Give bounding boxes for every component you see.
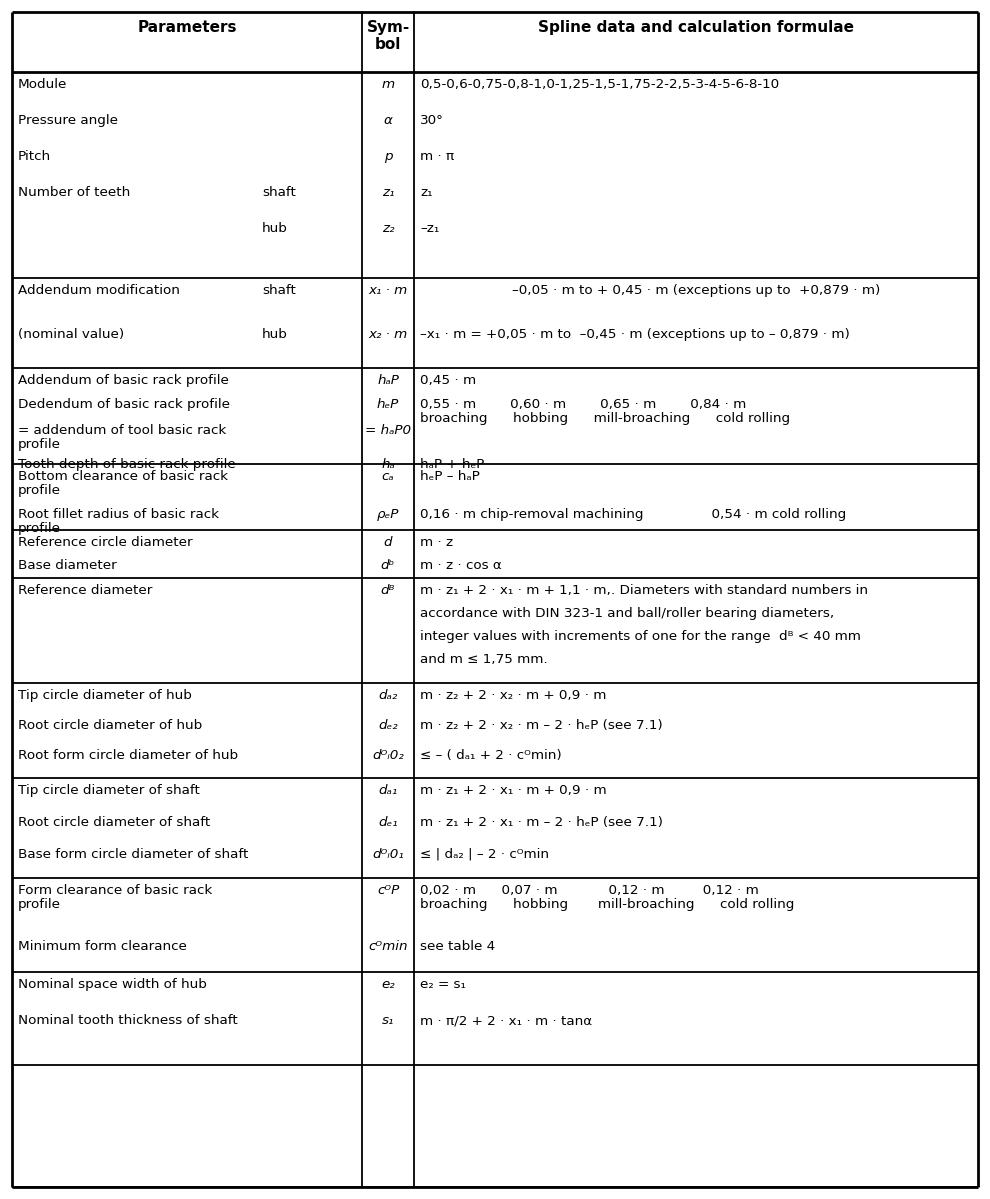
Text: z₁: z₁ bbox=[382, 186, 394, 199]
Text: e₂ = s₁: e₂ = s₁ bbox=[420, 978, 466, 992]
Text: Tip circle diameter of shaft: Tip circle diameter of shaft bbox=[18, 784, 200, 797]
Text: dᴼᵢ0₁: dᴼᵢ0₁ bbox=[372, 848, 404, 861]
Text: Parameters: Parameters bbox=[138, 20, 237, 35]
Text: hₐ: hₐ bbox=[381, 458, 395, 471]
Text: cᴼmin: cᴼmin bbox=[368, 940, 408, 953]
Text: m · π/2 + 2 · x₁ · m · tanα: m · π/2 + 2 · x₁ · m · tanα bbox=[420, 1014, 592, 1028]
Text: m · z₁ + 2 · x₁ · m + 1,1 · m,. Diameters with standard numbers in: m · z₁ + 2 · x₁ · m + 1,1 · m,. Diameter… bbox=[420, 584, 868, 597]
Text: (nominal value): (nominal value) bbox=[18, 329, 125, 341]
Text: Tip circle diameter of hub: Tip circle diameter of hub bbox=[18, 689, 192, 701]
Text: 0,45 · m: 0,45 · m bbox=[420, 374, 476, 387]
Text: dᴼᵢ0₂: dᴼᵢ0₂ bbox=[372, 749, 404, 763]
Text: hₑP – hₐP: hₑP – hₐP bbox=[420, 470, 480, 483]
Text: m · π: m · π bbox=[420, 150, 454, 163]
Text: z₂: z₂ bbox=[382, 222, 394, 235]
Text: shaft: shaft bbox=[262, 186, 296, 199]
Text: 0,16 · m chip-removal machining                0,54 · m cold rolling: 0,16 · m chip-removal machining 0,54 · m… bbox=[420, 508, 846, 522]
Text: 0,02 · m      0,07 · m            0,12 · m         0,12 · m: 0,02 · m 0,07 · m 0,12 · m 0,12 · m bbox=[420, 884, 758, 897]
Text: Addendum modification: Addendum modification bbox=[18, 284, 180, 297]
Text: α: α bbox=[383, 114, 392, 127]
Text: see table 4: see table 4 bbox=[420, 940, 495, 953]
Text: Module: Module bbox=[18, 78, 67, 91]
Text: ≤ | dₐ₂ | – 2 · cᴼmin: ≤ | dₐ₂ | – 2 · cᴼmin bbox=[420, 848, 549, 861]
Text: e₂: e₂ bbox=[381, 978, 395, 992]
Text: 0,5-0,6-0,75-0,8-1,0-1,25-1,5-1,75-2-2,5-3-4-5-6-8-10: 0,5-0,6-0,75-0,8-1,0-1,25-1,5-1,75-2-2,5… bbox=[420, 78, 779, 91]
Text: Nominal tooth thickness of shaft: Nominal tooth thickness of shaft bbox=[18, 1014, 238, 1028]
Text: integer values with increments of one for the range  dᴮ < 40 mm: integer values with increments of one fo… bbox=[420, 629, 861, 643]
Text: m · z₂ + 2 · x₂ · m + 0,9 · m: m · z₂ + 2 · x₂ · m + 0,9 · m bbox=[420, 689, 606, 701]
Text: Base form circle diameter of shaft: Base form circle diameter of shaft bbox=[18, 848, 248, 861]
Text: cᴼP: cᴼP bbox=[377, 884, 399, 897]
Text: and m ≤ 1,75 mm.: and m ≤ 1,75 mm. bbox=[420, 653, 547, 665]
Text: s₁: s₁ bbox=[382, 1014, 394, 1028]
Text: broaching      hobbing       mill-broaching      cold rolling: broaching hobbing mill-broaching cold ro… bbox=[420, 898, 794, 911]
Text: 0,55 · m        0,60 · m        0,65 · m        0,84 · m: 0,55 · m 0,60 · m 0,65 · m 0,84 · m bbox=[420, 398, 746, 411]
Text: Bottom clearance of basic rack: Bottom clearance of basic rack bbox=[18, 470, 228, 483]
Text: Pitch: Pitch bbox=[18, 150, 51, 163]
Text: 30°: 30° bbox=[420, 114, 444, 127]
Text: Addendum of basic rack profile: Addendum of basic rack profile bbox=[18, 374, 229, 387]
Text: –0,05 · m to + 0,45 · m (exceptions up to  +0,879 · m): –0,05 · m to + 0,45 · m (exceptions up t… bbox=[512, 284, 880, 297]
Text: profile: profile bbox=[18, 898, 61, 911]
Text: cₐ: cₐ bbox=[382, 470, 394, 483]
Text: Root form circle diameter of hub: Root form circle diameter of hub bbox=[18, 749, 239, 763]
Text: dᴮ: dᴮ bbox=[381, 584, 395, 597]
Text: Reference diameter: Reference diameter bbox=[18, 584, 152, 597]
Text: m · z₁ + 2 · x₁ · m – 2 · hₑP (see 7.1): m · z₁ + 2 · x₁ · m – 2 · hₑP (see 7.1) bbox=[420, 817, 663, 829]
Text: broaching      hobbing      mill-broaching      cold rolling: broaching hobbing mill-broaching cold ro… bbox=[420, 412, 790, 424]
Text: dₐ₂: dₐ₂ bbox=[378, 689, 398, 701]
Text: Sym-
bol: Sym- bol bbox=[366, 20, 410, 53]
Text: hub: hub bbox=[262, 329, 288, 341]
Text: accordance with DIN 323-1 and ball/roller bearing diameters,: accordance with DIN 323-1 and ball/rolle… bbox=[420, 607, 835, 620]
Text: Tooth depth of basic rack profile: Tooth depth of basic rack profile bbox=[18, 458, 236, 471]
Text: Base diameter: Base diameter bbox=[18, 559, 117, 572]
Text: profile: profile bbox=[18, 522, 61, 535]
Text: p: p bbox=[384, 150, 392, 163]
Text: m: m bbox=[381, 78, 395, 91]
Text: ρₑP: ρₑP bbox=[377, 508, 399, 522]
Text: dᵇ: dᵇ bbox=[381, 559, 395, 572]
Text: Root circle diameter of hub: Root circle diameter of hub bbox=[18, 719, 202, 733]
Text: –x₁ · m = +0,05 · m to  –0,45 · m (exceptions up to – 0,879 · m): –x₁ · m = +0,05 · m to –0,45 · m (except… bbox=[420, 329, 849, 341]
Text: = addendum of tool basic rack: = addendum of tool basic rack bbox=[18, 424, 227, 436]
Text: dₐ₁: dₐ₁ bbox=[378, 784, 398, 797]
Text: m · z: m · z bbox=[420, 536, 453, 549]
Text: –z₁: –z₁ bbox=[420, 222, 440, 235]
Text: Nominal space width of hub: Nominal space width of hub bbox=[18, 978, 207, 992]
Text: Spline data and calculation formulae: Spline data and calculation formulae bbox=[538, 20, 854, 35]
Text: Form clearance of basic rack: Form clearance of basic rack bbox=[18, 884, 212, 897]
Text: profile: profile bbox=[18, 484, 61, 498]
Text: Root circle diameter of shaft: Root circle diameter of shaft bbox=[18, 817, 210, 829]
Text: hₐP: hₐP bbox=[377, 374, 399, 387]
Text: m · z₁ + 2 · x₁ · m + 0,9 · m: m · z₁ + 2 · x₁ · m + 0,9 · m bbox=[420, 784, 607, 797]
Text: hₐP + hₑP: hₐP + hₑP bbox=[420, 458, 484, 471]
Text: Reference circle diameter: Reference circle diameter bbox=[18, 536, 193, 549]
Text: Root fillet radius of basic rack: Root fillet radius of basic rack bbox=[18, 508, 219, 522]
Text: dₑ₁: dₑ₁ bbox=[378, 817, 398, 829]
Text: = hₐP0: = hₐP0 bbox=[365, 424, 411, 436]
Text: Number of teeth: Number of teeth bbox=[18, 186, 131, 199]
Text: x₁ · m: x₁ · m bbox=[368, 284, 408, 297]
Text: x₂ · m: x₂ · m bbox=[368, 329, 408, 341]
Text: z₁: z₁ bbox=[420, 186, 433, 199]
Text: hₑP: hₑP bbox=[377, 398, 399, 411]
Text: shaft: shaft bbox=[262, 284, 296, 297]
Text: hub: hub bbox=[262, 222, 288, 235]
Text: profile: profile bbox=[18, 438, 61, 451]
Text: Minimum form clearance: Minimum form clearance bbox=[18, 940, 187, 953]
Text: Dedendum of basic rack profile: Dedendum of basic rack profile bbox=[18, 398, 230, 411]
Text: ≤ – ( dₐ₁ + 2 · cᴼmin): ≤ – ( dₐ₁ + 2 · cᴼmin) bbox=[420, 749, 561, 763]
Text: d: d bbox=[384, 536, 392, 549]
Text: m · z · cos α: m · z · cos α bbox=[420, 559, 502, 572]
Text: dₑ₂: dₑ₂ bbox=[378, 719, 398, 733]
Text: Pressure angle: Pressure angle bbox=[18, 114, 118, 127]
Text: m · z₂ + 2 · x₂ · m – 2 · hₑP (see 7.1): m · z₂ + 2 · x₂ · m – 2 · hₑP (see 7.1) bbox=[420, 719, 662, 733]
